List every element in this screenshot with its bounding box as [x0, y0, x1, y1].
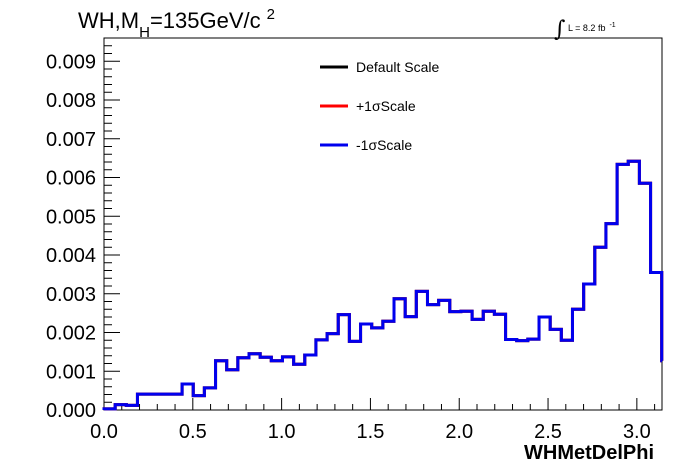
x-tick-label: 0.5	[179, 421, 207, 443]
x-tick-label: 2.5	[534, 421, 562, 443]
y-tick-label: 0.003	[46, 284, 96, 306]
y-tick-label: 0.007	[46, 129, 96, 151]
legend-label-minus: -1σScale	[356, 137, 412, 153]
y-tick-label: 0.009	[46, 51, 96, 73]
legend-label-plus: +1σScale	[356, 98, 416, 114]
y-tick-label: 0.006	[46, 168, 96, 190]
x-tick-label: 2.0	[445, 421, 473, 443]
y-axis: 0.000 0.001 0.002 0.003 0.004 0.005 0.006 0.007…	[46, 37, 120, 422]
lumi-label: L = 8.2 fb -1	[568, 22, 616, 33]
series-layer	[102, 159, 664, 411]
x-axis-label: WHMetDelPhi	[524, 442, 654, 464]
x-tick-label: 1.5	[357, 421, 385, 443]
x-tick-label: 3.0	[623, 421, 651, 443]
series-minus1sigma-scale	[102, 159, 664, 411]
chart-title: WH,MH=135GeV/c 2	[78, 6, 275, 41]
lumi-text: L = 8.2 fb	[568, 23, 605, 33]
series-default-scale	[102, 159, 664, 411]
title-prefix: WH,M	[78, 8, 139, 33]
lumi-superscript: -1	[609, 22, 615, 29]
title-superscript: 2	[267, 6, 275, 23]
x-tick-label: 0.0	[90, 421, 118, 443]
y-tick-label: 0.002	[46, 323, 96, 345]
series-plus1sigma-scale	[102, 159, 664, 411]
legend-label-default: Default Scale	[356, 59, 439, 75]
title-suffix: =135GeV/c	[150, 8, 261, 33]
y-tick-label: 0.000	[46, 400, 96, 422]
legend: Default Scale +1σScale -1σScale	[320, 59, 439, 153]
y-tick-label: 0.004	[46, 245, 96, 267]
title-subscript: H	[139, 24, 150, 41]
y-tick-label: 0.001	[46, 361, 96, 383]
x-tick-label: 1.0	[268, 421, 296, 443]
lumi-integral: ∫	[554, 17, 566, 42]
y-tick-label: 0.005	[46, 206, 96, 228]
y-tick-label: 0.008	[46, 90, 96, 112]
plot-frame	[103, 37, 663, 411]
x-axis: 0.0 0.5 1.0 1.5 2.0 2.5 3.0	[90, 398, 656, 443]
